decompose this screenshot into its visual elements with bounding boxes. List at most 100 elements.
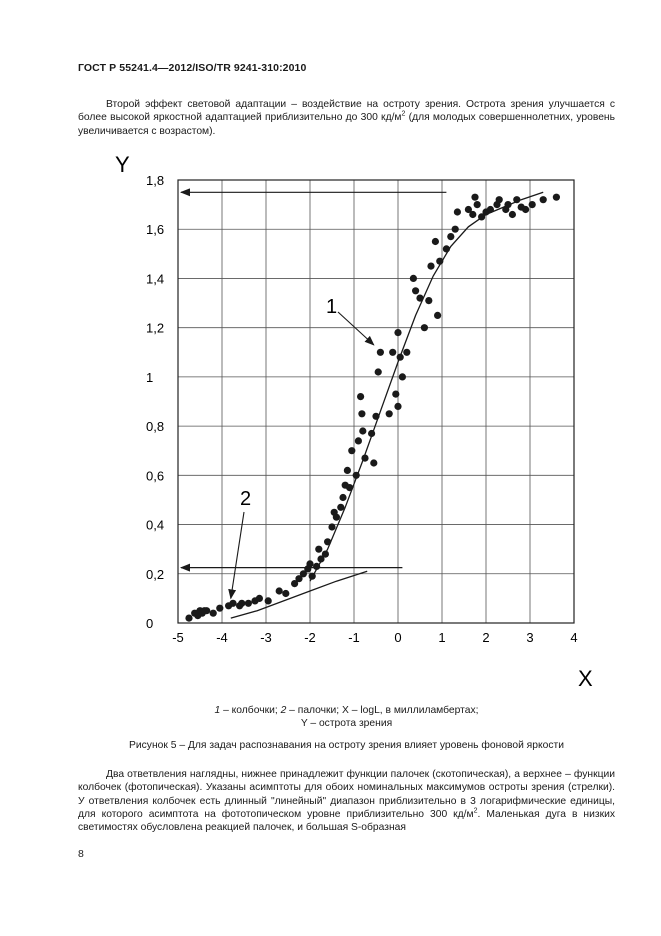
data-point — [473, 201, 481, 209]
data-point — [244, 599, 252, 607]
legend-key-2: 2 — [280, 705, 287, 716]
body-superscript: 2 — [473, 807, 478, 815]
x-tick-label: -5 — [172, 630, 184, 645]
data-point — [447, 233, 455, 241]
data-point — [332, 513, 340, 521]
data-point — [317, 555, 325, 563]
intro-superscript: 2 — [401, 110, 406, 118]
data-point — [238, 599, 246, 607]
data-point — [370, 459, 378, 467]
chart-asymptotes — [180, 188, 447, 572]
data-point — [376, 348, 384, 356]
x-axis-label: X — [578, 666, 593, 691]
data-point — [394, 402, 402, 410]
annotation-leader-1 — [337, 311, 375, 346]
chart-axes — [177, 179, 575, 624]
data-point — [416, 294, 424, 302]
data-point — [339, 493, 347, 502]
y-tick-label: 1 — [146, 370, 153, 385]
intro-text: Второй эффект световой адаптации – возде… — [78, 99, 615, 124]
data-point — [513, 196, 521, 204]
x-tick-label: -1 — [348, 630, 360, 645]
document-header: ГОСТ Р 55241.4—2012/ISO/TR 9241-310:2010 — [78, 62, 307, 74]
data-point — [451, 225, 459, 233]
chart-fit-curves — [230, 191, 544, 619]
data-point — [394, 329, 402, 337]
data-point — [425, 297, 433, 305]
legend-text-1: – колбочки; — [220, 705, 281, 716]
data-point — [368, 429, 376, 438]
chart-annotations: 12 — [228, 296, 375, 600]
y-tick-label: 0,4 — [146, 518, 164, 533]
data-point — [229, 599, 237, 607]
data-point — [412, 287, 420, 295]
intro-text-end: (для молодых совершеннолетних, уровень у… — [78, 112, 615, 137]
data-point — [306, 560, 314, 568]
data-point — [486, 205, 494, 214]
data-point — [385, 410, 393, 418]
data-point — [255, 594, 263, 603]
data-point — [396, 353, 404, 361]
annotation-label-2: 2 — [240, 488, 251, 510]
data-point — [374, 368, 382, 376]
data-point — [392, 390, 400, 398]
x-tick-label: -4 — [216, 630, 228, 645]
chart-tick-labels: -5 -4 -3 -2 -1 0 1 2 3 400,20,40,60,811,21,41,61,… — [146, 173, 578, 645]
legend-line-2: Y – острота зрения — [300, 717, 393, 729]
y-tick-label: 1,6 — [146, 222, 164, 237]
data-point — [359, 427, 367, 435]
x-tick-label: 3 — [526, 630, 533, 645]
data-point — [264, 597, 272, 605]
data-point — [275, 587, 283, 595]
plot-frame — [177, 179, 575, 624]
data-point — [308, 572, 316, 580]
data-point — [216, 604, 224, 612]
data-point — [522, 205, 530, 214]
chart-data-points — [185, 193, 561, 622]
annotation-leader-2 — [228, 511, 245, 600]
acuity-chart: -5 -4 -3 -2 -1 0 1 2 3 400,20,40,60,811,21,41,61,… — [115, 152, 593, 691]
data-point — [508, 210, 516, 219]
intro-paragraph: Второй эффект световой адаптации – возде… — [78, 98, 615, 138]
fit-curve-2 — [230, 570, 368, 619]
data-point — [203, 607, 211, 615]
page-number: 8 — [78, 848, 84, 860]
y-tick-label: 1,2 — [146, 321, 164, 336]
x-tick-label: -2 — [304, 630, 316, 645]
fit-curve-1 — [309, 191, 544, 582]
data-point — [324, 538, 332, 546]
data-point — [436, 257, 444, 265]
data-point — [539, 196, 547, 204]
data-point — [352, 471, 360, 479]
body-text: Два ответвления наглядны, нижнее принадл… — [78, 769, 615, 820]
data-point — [354, 437, 362, 445]
body-paragraph: Два ответвления наглядны, нижнее принадл… — [78, 768, 615, 834]
data-point — [209, 609, 217, 617]
x-tick-label: 4 — [570, 630, 577, 645]
data-point — [403, 348, 411, 356]
data-point — [504, 201, 512, 209]
body-text-end: . Маленькая дуга в низких светимостях об… — [78, 808, 615, 834]
y-tick-label: 0,2 — [146, 567, 164, 582]
data-point — [315, 545, 323, 553]
y-axis-label: Y — [115, 152, 130, 177]
y-tick-label: 1,8 — [146, 173, 164, 188]
y-tick-label: 0 — [146, 616, 153, 631]
data-point — [282, 589, 290, 598]
data-point — [185, 614, 193, 622]
data-point — [528, 201, 536, 209]
x-tick-label: 0 — [394, 630, 401, 645]
data-point — [464, 205, 472, 214]
data-point — [291, 580, 299, 588]
legend-text-2: – палочки; X – logL, в миллиламбертах; — [286, 705, 479, 716]
y-tick-label: 0,8 — [146, 419, 164, 434]
legend-key-1: 1 — [214, 705, 221, 716]
x-tick-label: -3 — [260, 630, 272, 645]
y-tick-label: 0,6 — [146, 468, 164, 483]
annotation-label-1: 1 — [326, 296, 337, 318]
data-point — [358, 410, 366, 418]
y-tick-label: 1,4 — [146, 271, 164, 286]
data-point — [409, 274, 417, 282]
data-point — [471, 193, 479, 201]
data-point — [469, 210, 477, 219]
